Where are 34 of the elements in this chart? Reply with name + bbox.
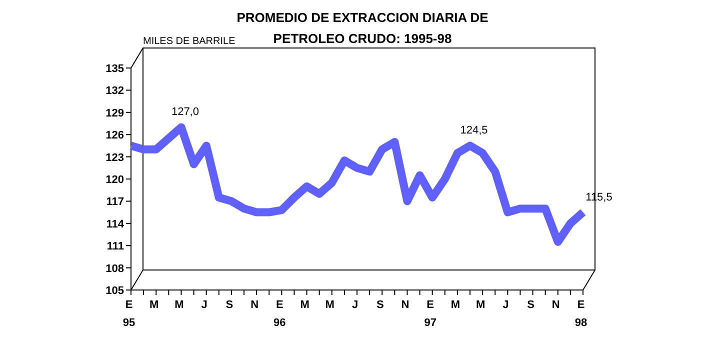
- y-axis-title: MILES DE BARRILE: [143, 36, 236, 47]
- y-tick-label: 123: [106, 152, 124, 164]
- y-tick-label: 105: [106, 285, 124, 297]
- x-tick-label: E 96: [274, 299, 286, 329]
- x-tick-label: J: [502, 299, 509, 311]
- y-tick-label: 135: [106, 63, 124, 75]
- x-tick-label: E 98: [574, 299, 588, 329]
- y-tick-label: 114: [106, 218, 125, 230]
- x-tick-label: N: [401, 299, 410, 311]
- x-tick-label: S: [226, 299, 234, 311]
- y-tick-label: 132: [106, 85, 124, 98]
- data-label: 124,5: [460, 124, 488, 137]
- y-tick-label: 120: [106, 174, 124, 186]
- y-tick-label: 126: [106, 130, 124, 142]
- x-tick-label: E 97: [424, 299, 436, 329]
- x-tick-label: M: [476, 299, 486, 311]
- x-tick-label: M: [450, 299, 460, 311]
- x-tick-label: M: [325, 299, 334, 311]
- x-tick-label: N: [552, 299, 560, 311]
- x-tick-label: M: [300, 299, 310, 311]
- x-tick-label: M: [174, 299, 184, 311]
- y-tick-label: 108: [106, 262, 124, 275]
- y-tick-label: 129: [106, 107, 124, 120]
- x-tick-label: J: [352, 299, 358, 311]
- x-tick-label: M: [150, 299, 159, 311]
- x-tick-label: S: [376, 299, 384, 311]
- y-tick-label: 117: [106, 196, 124, 208]
- data-label: 127,0: [171, 106, 199, 118]
- x-tick-label: S: [527, 299, 534, 311]
- x-tick-label: E 95: [122, 299, 136, 329]
- y-tick-label: 111: [106, 240, 124, 253]
- chart-title: PROMEDIO DE EXTRACCION DIARIA DE PETROLEO CRUDO: 1995-98: [236, 10, 489, 46]
- x-tick-label: N: [250, 299, 259, 311]
- x-tick-label: J: [201, 299, 208, 311]
